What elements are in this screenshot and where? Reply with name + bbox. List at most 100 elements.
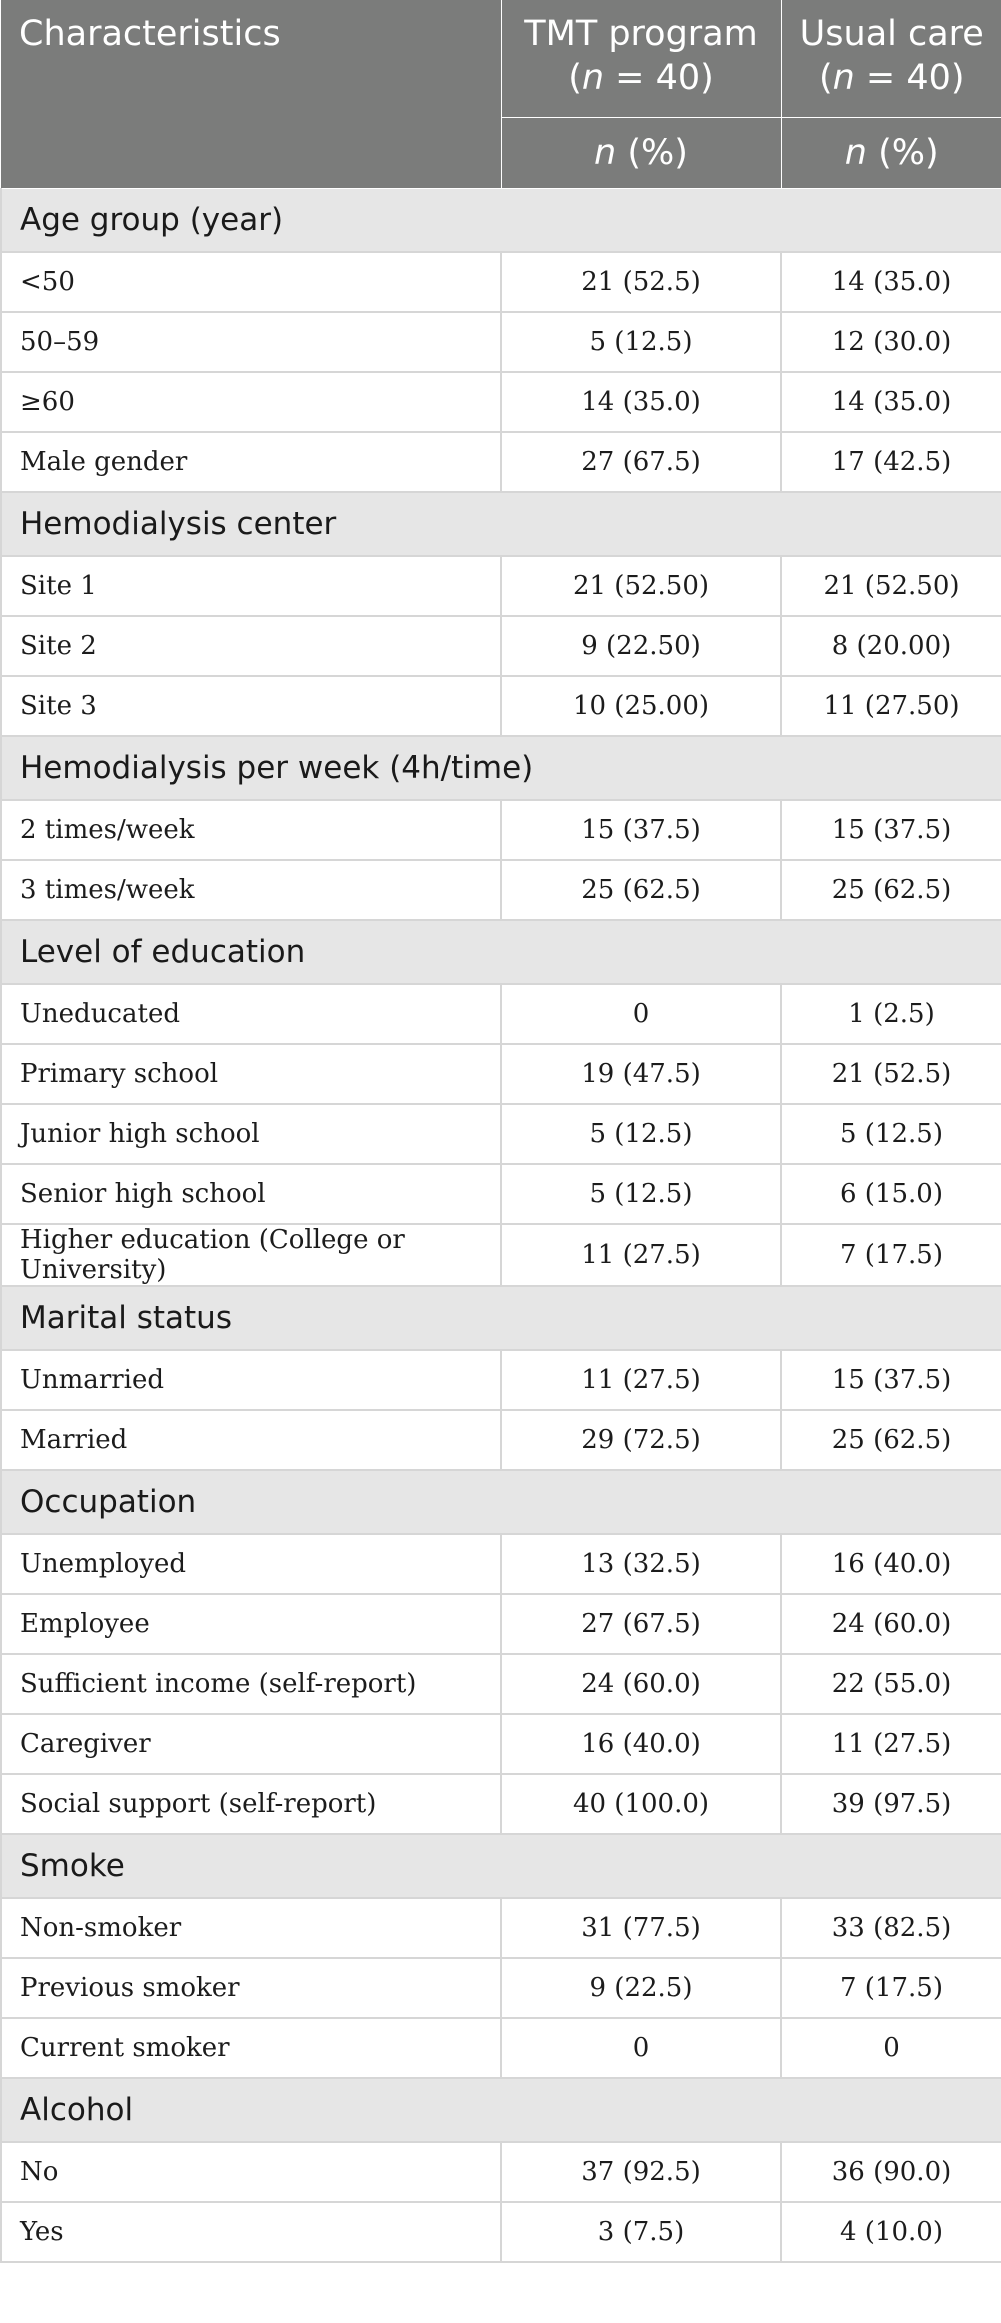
usual-care-value: 36 (90.0) (781, 2142, 1001, 2203)
table-row: <50 21 (52.5) 14 (35.0) (0, 252, 1001, 313)
table-row: Primary school 19 (47.5) 21 (52.5) (0, 1044, 1001, 1105)
table-row: 2 times/week 15 (37.5) 15 (37.5) (0, 800, 1001, 861)
table-row: Senior high school 5 (12.5) 6 (15.0) (0, 1164, 1001, 1225)
table-row: Yes 3 (7.5) 4 (10.0) (0, 2202, 1001, 2263)
header-subrow: n (%) n (%) (1, 117, 1001, 189)
table-row: Site 1 21 (52.50) 21 (52.50) (0, 556, 1001, 617)
usual-care-value: 8 (20.00) (781, 616, 1001, 677)
usual-care-value: 11 (27.5) (781, 1714, 1001, 1775)
usual-care-value: 5 (12.5) (781, 1104, 1001, 1165)
row-label: Higher education (College or University) (0, 1224, 502, 1287)
row-label: Social support (self-report) (0, 1774, 502, 1835)
section-label: Alcohol (0, 2078, 1001, 2143)
usual-care-value: 1 (2.5) (781, 984, 1001, 1045)
row-label: Primary school (0, 1044, 502, 1105)
tmt-value: 15 (37.5) (501, 800, 782, 861)
tmt-value: 31 (77.5) (501, 1898, 782, 1959)
table-header: Characteristics TMT program (n = 40) Usua… (1, 0, 1001, 189)
row-label: 50–59 (0, 312, 502, 373)
table-row: Married 29 (72.5) 25 (62.5) (0, 1410, 1001, 1471)
usual-care-value: 22 (55.0) (781, 1654, 1001, 1715)
usual-care-value: 25 (62.5) (781, 1410, 1001, 1471)
header-usual-count: = 40) (854, 58, 965, 98)
table-row: Social support (self-report) 40 (100.0) 39… (0, 1774, 1001, 1835)
row-label: Junior high school (0, 1104, 502, 1165)
tmt-value: 14 (35.0) (501, 372, 782, 433)
header-characteristics: Characteristics (1, 0, 502, 189)
table-body: Age group (year) <50 21 (52.5) 14 (35.0) 50–… (0, 188, 1001, 2263)
usual-care-value: 24 (60.0) (781, 1594, 1001, 1655)
row-label: Employee (0, 1594, 502, 1655)
usual-care-value: 11 (27.50) (781, 676, 1001, 737)
row-label: Uneducated (0, 984, 502, 1045)
row-label: Yes (0, 2202, 502, 2263)
row-label: <50 (0, 252, 502, 313)
header-usual-unit-n: n (844, 132, 867, 173)
header-usual-unit-pct: (%) (866, 132, 939, 173)
tmt-value: 11 (27.5) (501, 1350, 782, 1411)
usual-care-value: 33 (82.5) (781, 1898, 1001, 1959)
characteristics-table: Characteristics TMT program (n = 40) Usua… (0, 0, 1001, 2263)
usual-care-value: 15 (37.5) (781, 800, 1001, 861)
table-row: Unemployed 13 (32.5) 16 (40.0) (0, 1534, 1001, 1595)
usual-care-value: 12 (30.0) (781, 312, 1001, 373)
row-label: Sufficient income (self-report) (0, 1654, 502, 1715)
tmt-value: 37 (92.5) (501, 2142, 782, 2203)
table-row: No 37 (92.5) 36 (90.0) (0, 2142, 1001, 2203)
tmt-value: 29 (72.5) (501, 1410, 782, 1471)
usual-care-value: 14 (35.0) (781, 372, 1001, 433)
header-tmt-unit: n (%) (500, 117, 782, 189)
section-label: Occupation (0, 1470, 1001, 1535)
tmt-value: 40 (100.0) (501, 1774, 782, 1835)
header-tmt-unit-pct: (%) (616, 132, 688, 173)
header-tmt-program: TMT program (n = 40) (500, 0, 782, 118)
tmt-value: 10 (25.00) (501, 676, 782, 737)
usual-care-value: 17 (42.5) (781, 432, 1001, 493)
usual-care-value: 16 (40.0) (781, 1534, 1001, 1595)
row-label: 2 times/week (0, 800, 502, 861)
row-label: Current smoker (0, 2018, 502, 2079)
usual-care-value: 7 (17.5) (781, 1958, 1001, 2019)
table-row: Caregiver 16 (40.0) 11 (27.5) (0, 1714, 1001, 1775)
section-row: Hemodialysis per week (4h/time) (0, 736, 1001, 801)
header-usual-n: n (832, 58, 855, 98)
tmt-value: 0 (501, 2018, 782, 2079)
table-row: Uneducated 0 1 (2.5) (0, 984, 1001, 1045)
usual-care-value: 6 (15.0) (781, 1164, 1001, 1225)
row-label: Male gender (0, 432, 502, 493)
section-label: Marital status (0, 1286, 1001, 1351)
header-usual-label: Usual care (799, 14, 984, 54)
tmt-value: 25 (62.5) (501, 860, 782, 921)
row-label: Site 1 (0, 556, 502, 617)
table-row: Non-smoker 31 (77.5) 33 (82.5) (0, 1898, 1001, 1959)
table-row: Unmarried 11 (27.5) 15 (37.5) (0, 1350, 1001, 1411)
table-row: Site 3 10 (25.00) 11 (27.50) (0, 676, 1001, 737)
header-tmt-label: TMT program (524, 14, 758, 54)
section-label: Age group (year) (0, 188, 1001, 253)
table-row: Employee 27 (67.5) 24 (60.0) (0, 1594, 1001, 1655)
tmt-value: 5 (12.5) (501, 1164, 782, 1225)
section-row: Marital status (0, 1286, 1001, 1351)
header-row: Characteristics TMT program (n = 40) Usua… (1, 0, 1001, 189)
table-row: 3 times/week 25 (62.5) 25 (62.5) (0, 860, 1001, 921)
usual-care-value: 14 (35.0) (781, 252, 1001, 313)
tmt-value: 19 (47.5) (501, 1044, 782, 1105)
header-tmt-count: = 40) (604, 58, 714, 98)
table-row: Male gender 27 (67.5) 17 (42.5) (0, 432, 1001, 493)
header-tmt-unit-n: n (594, 132, 617, 173)
section-row: Smoke (0, 1834, 1001, 1899)
tmt-value: 3 (7.5) (501, 2202, 782, 2263)
usual-care-value: 15 (37.5) (781, 1350, 1001, 1411)
row-label: ≥60 (0, 372, 502, 433)
section-label: Hemodialysis per week (4h/time) (0, 736, 1001, 801)
section-row: Hemodialysis center (0, 492, 1001, 557)
row-label: No (0, 2142, 502, 2203)
row-label: Married (0, 1410, 502, 1471)
tmt-value: 13 (32.5) (501, 1534, 782, 1595)
section-row: Alcohol (0, 2078, 1001, 2143)
tmt-value: 5 (12.5) (501, 312, 782, 373)
tmt-value: 27 (67.5) (501, 1594, 782, 1655)
row-label: Previous smoker (0, 1958, 502, 2019)
row-label: 3 times/week (0, 860, 502, 921)
